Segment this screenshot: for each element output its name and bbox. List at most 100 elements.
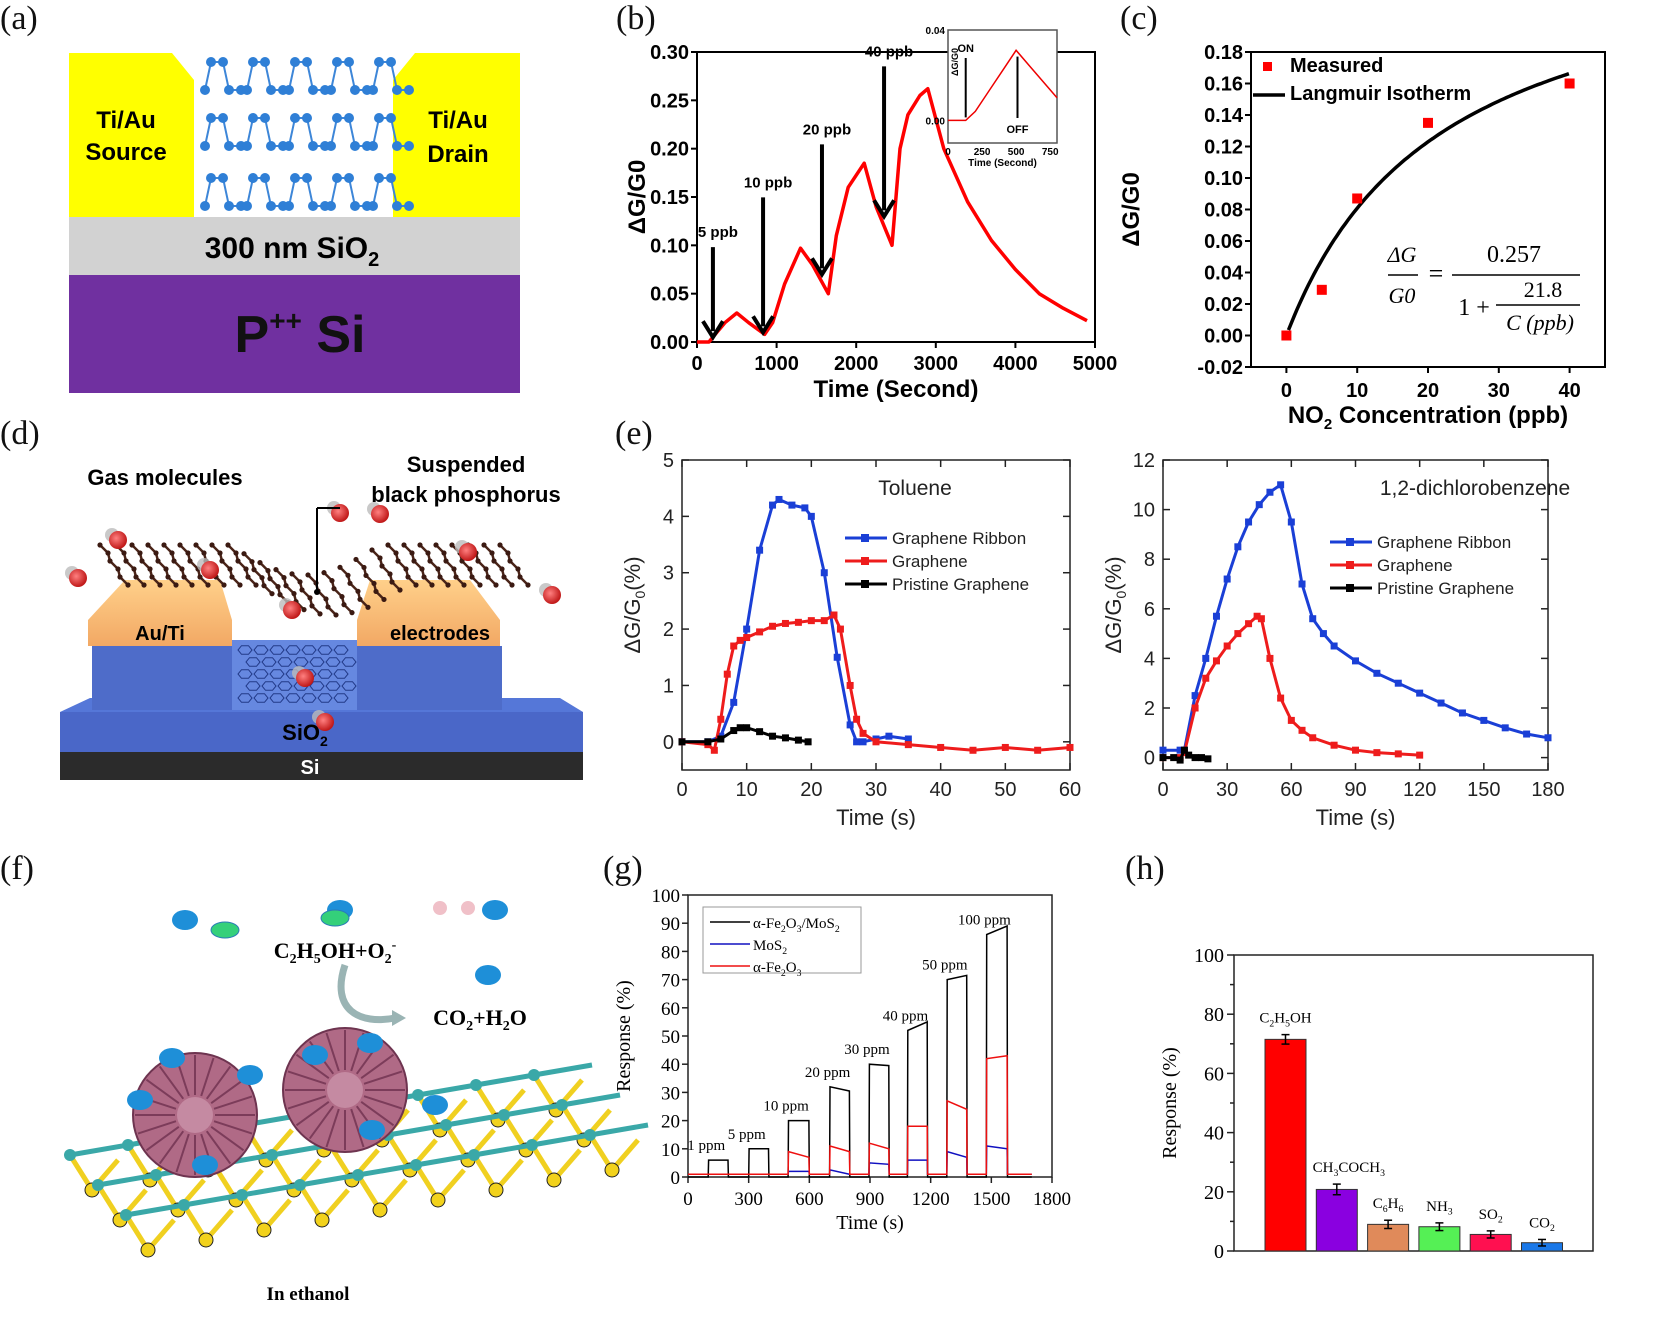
series-marker: [1277, 694, 1285, 702]
hex-cell: [253, 693, 269, 703]
eq-lhs-den: G0: [1389, 283, 1416, 308]
hex-cell: [341, 657, 357, 667]
hex-cell: [253, 669, 269, 679]
p-atom: [266, 85, 276, 95]
p-atom: [266, 141, 276, 151]
p-atom: [350, 141, 360, 151]
bp-atom: [105, 550, 111, 556]
co2-molecule: [433, 901, 447, 915]
series-marker: [723, 670, 731, 678]
panel-f-illustration: C2H5OH+O2- CO2+H2O In ethanol: [64, 900, 649, 1305]
gas-molecule: [69, 569, 87, 587]
series-marker: [1373, 669, 1381, 677]
p-atom: [224, 201, 234, 211]
series-marker: [743, 724, 751, 732]
bp-atom: [267, 576, 273, 582]
y-tick-label: 80: [1204, 1004, 1224, 1026]
panel-label-h: (h): [1125, 850, 1165, 887]
ethanol-molecule: [210, 921, 240, 939]
mo-atom: [92, 1179, 104, 1191]
x-tick-label: 0: [683, 1189, 693, 1210]
series-marker: [804, 738, 812, 746]
drain-electrode: [393, 53, 520, 217]
bp-atom: [501, 574, 507, 580]
formula-label: NH3: [1426, 1199, 1453, 1218]
eq-rhs-prefix: 1 +: [1458, 295, 1490, 321]
bp-atom: [137, 550, 143, 556]
bp-atom: [427, 558, 433, 564]
p-atom: [284, 85, 294, 95]
bp-atom: [467, 566, 473, 572]
products-label: CO2+H2O: [433, 1005, 527, 1034]
o2-molecule: [482, 900, 508, 920]
bp-atom: [307, 595, 313, 601]
bp-atom: [187, 558, 193, 564]
bp-atom: [155, 558, 161, 564]
bp-atom: [325, 604, 331, 610]
p-atom: [200, 141, 210, 151]
bp-atom: [193, 542, 199, 548]
bp-atom: [145, 542, 151, 548]
y-tick-label: 60: [661, 999, 680, 1020]
bp-atom: [371, 580, 377, 587]
plot-frame: [681, 459, 1071, 771]
o2-molecule: [357, 1033, 383, 1053]
o2-molecule: [172, 910, 198, 930]
y-tick-label: 0.30: [650, 42, 689, 64]
series-marker: [769, 501, 777, 509]
petal-edge: [295, 1100, 330, 1127]
gas-molecule: [459, 543, 477, 561]
y-tick-label: 40: [661, 1055, 680, 1076]
y-tick-label: 0.05: [650, 284, 689, 306]
inset-y-tick-label: 0.00: [926, 116, 946, 127]
x-tick-label: 5000: [1073, 353, 1118, 375]
x-tick-label: 10: [1346, 380, 1368, 402]
black-phosphorus-layers: [200, 57, 414, 211]
bp-atom: [505, 550, 511, 556]
bp-atom: [365, 604, 371, 610]
series-marker: [1480, 716, 1488, 724]
bp-atom: [437, 574, 443, 580]
petal-edge: [210, 1125, 245, 1152]
x-tick-label: 600: [795, 1189, 824, 1210]
p-atom: [344, 113, 354, 123]
bp-atom: [259, 575, 265, 581]
mo-atom: [120, 1209, 132, 1221]
bp-atom: [409, 550, 415, 556]
bp-atom: [251, 567, 257, 573]
bp-leader-dot: [314, 589, 320, 595]
formula-label: MoS2: [753, 938, 787, 957]
x-axis-label: Time (s): [836, 1212, 904, 1234]
series-marker: [794, 736, 802, 744]
bp-atom: [337, 564, 343, 570]
reactants-label: C2H5OH+O2-: [274, 938, 397, 967]
hex-cell: [237, 669, 253, 679]
x-axis-label: NO2 Concentration (ppb): [1288, 402, 1568, 433]
bp-atom: [169, 550, 175, 556]
bp-atom: [97, 542, 103, 548]
mo-atom: [236, 1189, 248, 1201]
bp-atom: [349, 610, 355, 616]
p-atom: [206, 57, 216, 67]
s-atom: [198, 1232, 214, 1248]
mo-s-bond: [533, 1062, 593, 1078]
bp-atom: [121, 550, 127, 556]
concentration-label: 30 ppm: [844, 1042, 890, 1058]
x-tick-label: 900: [856, 1189, 885, 1210]
legend-marker: [861, 580, 869, 588]
legend-label: Graphene: [1377, 556, 1453, 575]
p-atom: [218, 113, 228, 123]
series-marker: [833, 653, 841, 661]
bp-atom: [323, 596, 329, 602]
drain-label-2: Drain: [427, 141, 488, 168]
right-electrode-label: electrodes: [390, 623, 490, 645]
bp-atom: [241, 551, 247, 557]
y-axis-label: ΔG/G0(%): [620, 556, 648, 653]
bp-atom: [153, 550, 159, 556]
legend-marker: [1346, 561, 1354, 569]
p-atom: [374, 57, 384, 67]
bp-atom: [363, 572, 369, 579]
series-marker: [1159, 754, 1167, 762]
bp-atom: [373, 588, 379, 595]
hex-cell: [309, 657, 325, 667]
